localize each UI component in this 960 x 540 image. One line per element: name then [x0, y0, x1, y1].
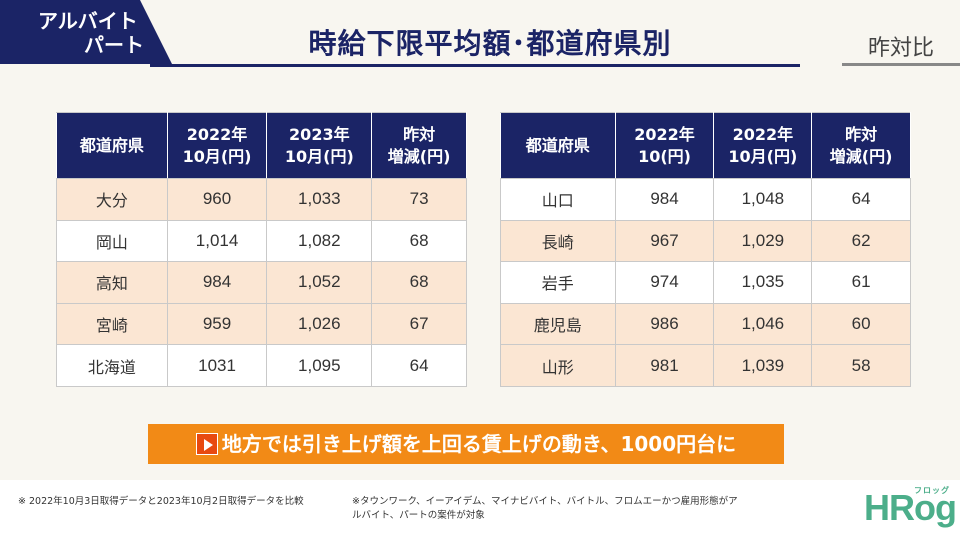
column-header-diff: 昨対 増減(円): [371, 112, 467, 179]
cell-2022: 1031: [166, 344, 268, 387]
cell-prefecture: 大分: [56, 178, 168, 221]
column-header-2022: 2022年 10月(円): [166, 112, 268, 179]
table-row: 岡山 1,014 1,082 68: [56, 219, 467, 263]
cell-diff: 58: [811, 344, 911, 387]
cell-2023: 1,039: [713, 344, 813, 387]
table-row: 宮崎 959 1,026 67: [56, 302, 467, 346]
cell-2022: 984: [614, 178, 715, 221]
category-tag-line1: アルバイト: [38, 9, 138, 33]
footnote-sources-line1: ※タウンワーク、イーアイデム、マイナビバイト、バイトル、フロムエーかつ雇用形態が…: [352, 496, 738, 507]
cell-2022: 959: [166, 302, 268, 346]
footnote-sources: ※タウンワーク、イーアイデム、マイナビバイト、バイトル、フロムエーかつ雇用形態が…: [352, 495, 772, 523]
cell-prefecture: 山口: [500, 178, 616, 221]
cell-2023: 1,026: [266, 302, 373, 346]
table-row: 山口 984 1,048 64: [500, 178, 911, 221]
column-header-2022: 2022年 10(円): [614, 112, 715, 179]
column-header-2022-b: 2022年 10月(円): [713, 112, 813, 179]
cell-2022: 960: [166, 178, 268, 221]
table-row: 長崎 967 1,029 62: [500, 219, 911, 263]
table-row: 高知 984 1,052 68: [56, 261, 467, 304]
title-underline: [150, 64, 800, 67]
cell-prefecture: 岡山: [56, 219, 168, 263]
table-row: 岩手 974 1,035 61: [500, 261, 911, 304]
cell-prefecture: 高知: [56, 261, 168, 304]
cell-2023: 1,095: [266, 344, 373, 387]
play-icon: [195, 433, 218, 455]
category-tag: アルバイト パート: [0, 0, 172, 64]
cell-2023: 1,082: [266, 219, 373, 263]
column-header-prefecture: 都道府県: [500, 112, 616, 179]
cell-2022: 974: [614, 261, 715, 304]
wage-table-right: 都道府県 2022年 10(円) 2022年 10月(円) 昨対 増減(円) 山口 9…: [500, 112, 911, 387]
logo-text: HRog: [864, 487, 957, 528]
column-header-2023: 2023年 10月(円): [266, 112, 373, 179]
cell-prefecture: 長崎: [500, 219, 616, 263]
comparison-badge: 昨対比: [842, 30, 960, 66]
footnote-comparison: ※ 2022年10月3日取得データと2023年10月2日取得データを比較: [18, 496, 304, 507]
table-header-row: 都道府県 2022年 10月(円) 2023年 10月(円) 昨対 増減(円): [56, 112, 467, 179]
cell-diff: 68: [371, 219, 467, 263]
footer: [0, 480, 960, 540]
cell-diff: 61: [811, 261, 911, 304]
cell-diff: 73: [371, 178, 467, 221]
table-row: 山形 981 1,039 58: [500, 344, 911, 387]
cell-2023: 1,033: [266, 178, 373, 221]
cell-prefecture: 宮崎: [56, 302, 168, 346]
table-header-row: 都道府県 2022年 10(円) 2022年 10月(円) 昨対 増減(円): [500, 112, 911, 179]
cell-2023: 1,035: [713, 261, 813, 304]
cell-prefecture: 鹿児島: [500, 302, 616, 346]
hrog-logo: HRog フロッグ: [864, 486, 957, 529]
table-row: 大分 960 1,033 73: [56, 178, 467, 221]
page-title: 時給下限平均額･都道府県別: [308, 27, 672, 60]
cell-diff: 64: [371, 344, 467, 387]
table-row: 北海道 1031 1,095 64: [56, 344, 467, 387]
wage-table-left: 都道府県 2022年 10月(円) 2023年 10月(円) 昨対 増減(円) 大分 …: [56, 112, 467, 387]
cell-diff: 67: [371, 302, 467, 346]
cell-diff: 60: [811, 302, 911, 346]
column-header-prefecture: 都道府県: [56, 112, 168, 179]
footnote-sources-line2: ルバイト、パートの案件が対象: [352, 510, 485, 521]
cell-diff: 68: [371, 261, 467, 304]
cell-diff: 62: [811, 219, 911, 263]
cell-2022: 1,014: [166, 219, 268, 263]
column-header-diff: 昨対 増減(円): [811, 112, 911, 179]
cell-prefecture: 北海道: [56, 344, 168, 387]
cell-2023: 1,046: [713, 302, 813, 346]
cell-diff: 64: [811, 178, 911, 221]
cell-2022: 986: [614, 302, 715, 346]
cell-2022: 967: [614, 219, 715, 263]
category-tag-line2: パート: [84, 33, 144, 57]
cell-prefecture: 山形: [500, 344, 616, 387]
summary-banner: 地方では引き上げ額を上回る賃上げの動き、1000円台に: [148, 424, 784, 464]
cell-2023: 1,029: [713, 219, 813, 263]
table-row: 鹿児島 986 1,046 60: [500, 302, 911, 346]
cell-2022: 984: [166, 261, 268, 304]
cell-2022: 981: [614, 344, 715, 387]
logo-subtext: フロッグ: [914, 486, 950, 495]
cell-2023: 1,048: [713, 178, 813, 221]
cell-prefecture: 岩手: [500, 261, 616, 304]
summary-banner-text: 地方では引き上げ額を上回る賃上げの動き、1000円台に: [221, 432, 737, 456]
cell-2023: 1,052: [266, 261, 373, 304]
